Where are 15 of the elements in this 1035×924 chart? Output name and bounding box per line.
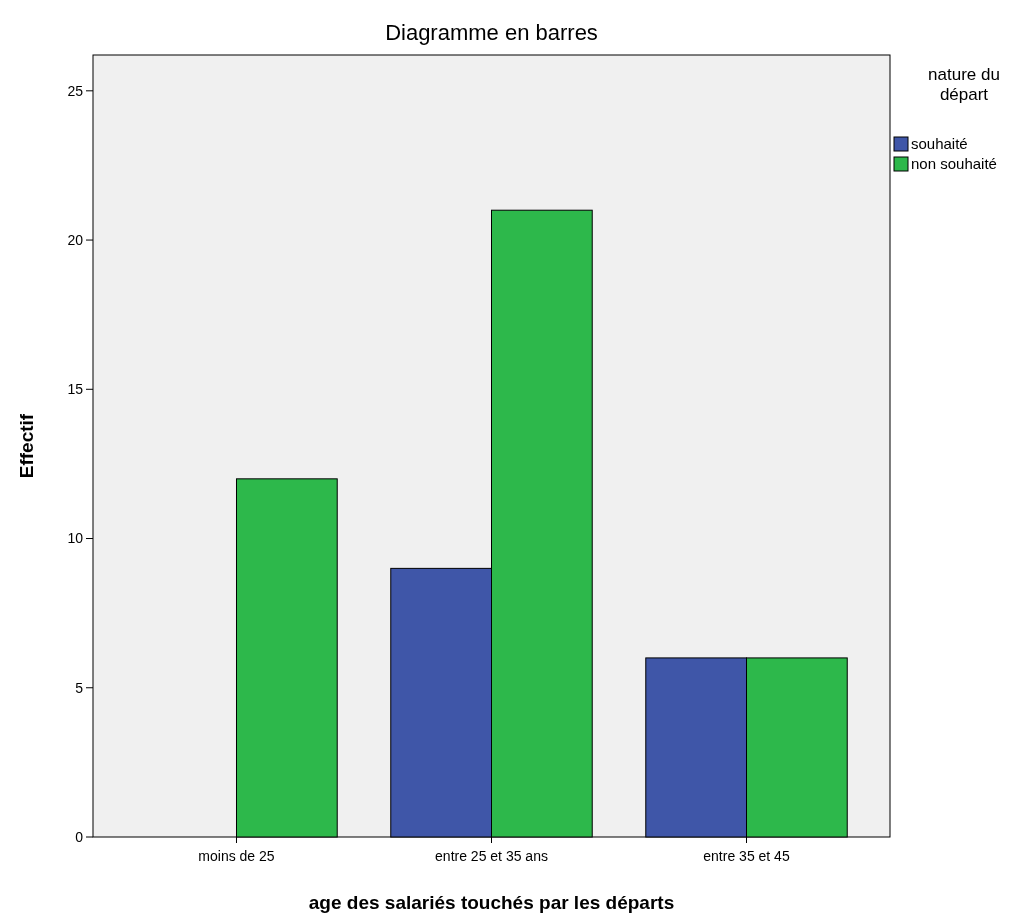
y-tick-label: 25 [67, 82, 84, 99]
x-axis-title: age des salariés touchés par les départs [308, 892, 675, 913]
y-tick-label: 10 [67, 530, 84, 547]
y-tick-label: 15 [67, 381, 84, 398]
x-tick-label: entre 25 et 35 ans [435, 848, 548, 864]
x-tick-label: entre 35 et 45 [703, 848, 790, 864]
legend-label: souhaité [911, 135, 968, 153]
chart-title: Diagramme en barres [385, 20, 598, 45]
y-tick-label: 20 [67, 231, 84, 248]
y-tick-label: 0 [75, 828, 84, 845]
x-tick-label: moins de 25 [198, 848, 275, 864]
legend-label: non souhaité [911, 155, 997, 173]
y-axis-title: Effectif [16, 413, 37, 479]
y-tick-label: 5 [75, 679, 84, 696]
legend-title: nature du départ [928, 65, 1000, 104]
